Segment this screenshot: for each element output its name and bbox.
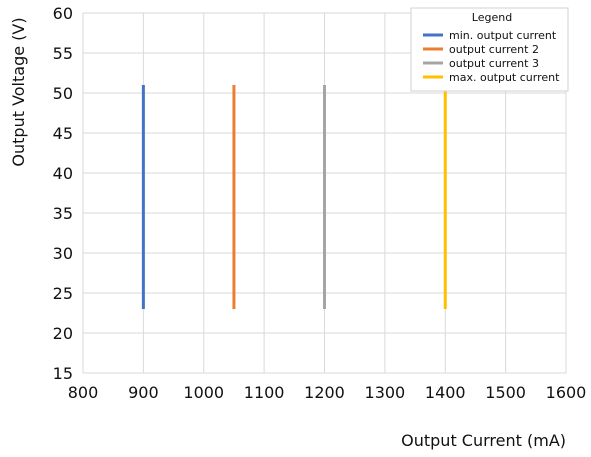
x-tick-label: 1600 <box>546 383 587 402</box>
y-tick-label: 60 <box>53 4 73 23</box>
x-tick-label: 1300 <box>365 383 406 402</box>
x-tick-labels: 800 900 1000 1100 1200 1300 1400 1500 1600 <box>68 383 587 402</box>
y-tick-label: 15 <box>53 364 73 383</box>
y-tick-label: 40 <box>53 164 73 183</box>
legend-label: output current 3 <box>449 57 539 70</box>
legend-label: max. output current <box>449 71 560 84</box>
y-axis-title: Output Voltage (V) <box>9 17 28 166</box>
x-tick-label: 1500 <box>485 383 526 402</box>
x-tick-label: 800 <box>68 383 99 402</box>
y-tick-label: 50 <box>53 84 73 103</box>
x-axis-title: Output Current (mA) <box>401 431 566 450</box>
y-tick-label: 55 <box>53 44 73 63</box>
x-tick-label: 1400 <box>425 383 466 402</box>
x-tick-label: 1200 <box>304 383 345 402</box>
y-tick-label: 25 <box>53 284 73 303</box>
y-tick-label: 45 <box>53 124 73 143</box>
y-tick-label: 20 <box>53 324 73 343</box>
y-tick-label: 30 <box>53 244 73 263</box>
x-tick-label: 1000 <box>183 383 224 402</box>
legend-label: output current 2 <box>449 43 539 56</box>
x-tick-label: 900 <box>128 383 159 402</box>
legend-title: Legend <box>472 11 512 24</box>
data-series <box>141 85 447 309</box>
y-tick-label: 35 <box>53 204 73 223</box>
y-tick-labels: 15 20 25 30 35 40 45 50 55 60 <box>53 4 73 383</box>
x-tick-label: 1100 <box>244 383 285 402</box>
legend-label: min. output current <box>449 29 557 42</box>
